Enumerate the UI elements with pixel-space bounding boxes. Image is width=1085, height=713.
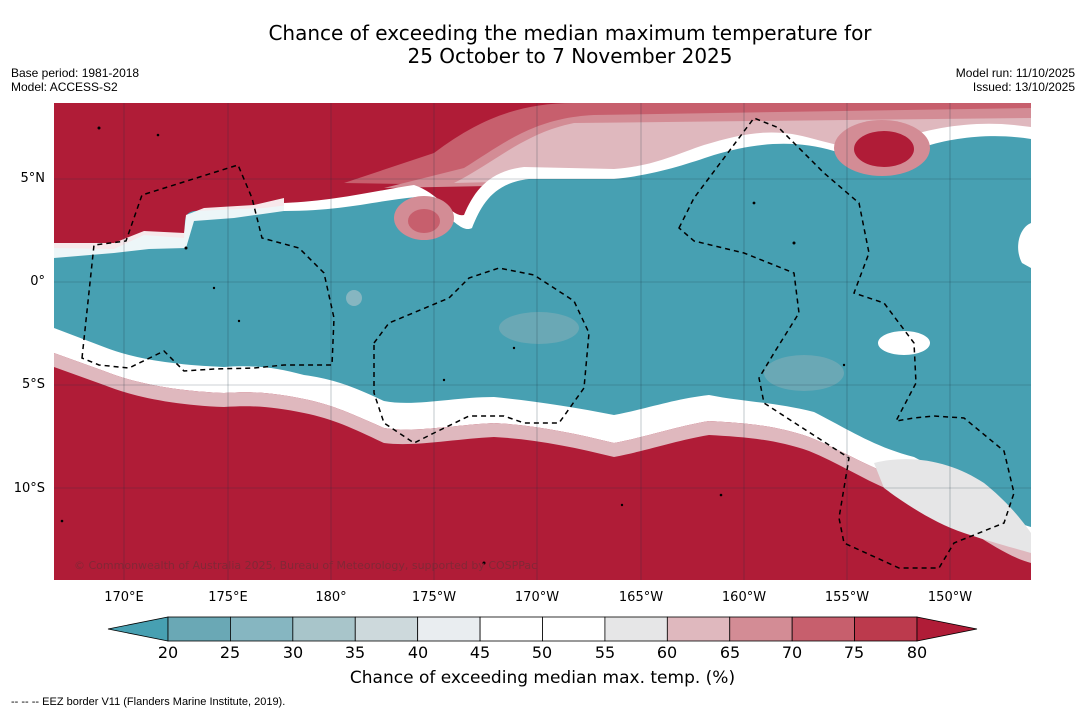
colorbar-segment <box>167 616 231 642</box>
lat-label-10s: 10°S <box>13 481 45 496</box>
colorbar-arrow-high <box>916 616 978 642</box>
metadata-right: Model run: 11/10/2025 Issued: 13/10/2025 <box>956 66 1075 94</box>
eez-kiribati-gilbert <box>81 164 335 372</box>
colorbar-tick: 35 <box>344 643 366 662</box>
eez-phoenix <box>373 267 590 444</box>
colorbar-segment <box>417 616 481 642</box>
lon-label-160w: 160°W <box>721 590 767 605</box>
south-white-band <box>54 328 1031 548</box>
lon-label-165w: 165°W <box>618 590 664 605</box>
island-dot <box>792 241 796 245</box>
central-warm-spot-inner <box>408 209 440 233</box>
colorbar-tick: 70 <box>781 643 803 662</box>
colorbar-segment <box>666 616 731 642</box>
colorbar-tick: 25 <box>219 643 241 662</box>
light-patch-west <box>346 290 362 306</box>
eez-borders <box>81 117 1015 569</box>
nw-white-edge <box>54 198 284 258</box>
colorbar-segment <box>479 616 543 642</box>
map-canvas <box>54 103 1031 580</box>
south-pale-band <box>54 353 1031 563</box>
colorbar-tick: 80 <box>906 643 928 662</box>
colorbar <box>107 616 978 642</box>
light-patch-south-central <box>499 312 579 344</box>
island-dot <box>442 378 446 382</box>
island-dot <box>60 519 64 523</box>
model-run: Model run: 11/10/2025 <box>955 66 1075 80</box>
island-dot <box>842 363 846 367</box>
island-dot <box>482 561 486 565</box>
light-patch-east <box>764 355 844 391</box>
island-dot <box>237 319 241 323</box>
lon-label-170w: 170°W <box>514 590 560 605</box>
colorbar-segment <box>542 616 606 642</box>
island-dot <box>212 286 216 290</box>
probability-map[interactable] <box>54 103 1031 580</box>
lon-label-175e: 175°E <box>208 590 248 605</box>
ne-warm-spot-inner <box>854 131 914 167</box>
colorbar-segment <box>729 616 793 642</box>
colorbar-tick: 75 <box>843 643 865 662</box>
colorbar-tick: 65 <box>719 643 741 662</box>
island-dot <box>752 201 756 205</box>
lat-label-5s: 5°S <box>21 377 45 392</box>
east-edge-white <box>1018 223 1031 268</box>
metadata-left: Base period: 1981-2018 Model: ACCESS-S2 <box>11 66 139 94</box>
island-dot <box>512 346 516 350</box>
colorbar-segment <box>604 616 668 642</box>
island-dot <box>97 126 101 130</box>
colorbar-segment <box>354 616 419 642</box>
colorbar-segment <box>854 616 918 642</box>
white-patch-east <box>878 331 930 355</box>
colorbar-tick: 50 <box>531 643 553 662</box>
island-dot <box>156 133 160 137</box>
colorbar-segment <box>292 616 356 642</box>
colorbar-segment <box>230 616 294 642</box>
eez-border-note: -- -- -- EEZ border V11 (Flanders Marine… <box>11 696 286 708</box>
graticule <box>54 103 1031 580</box>
colorbar-tick: 20 <box>157 643 179 662</box>
lon-label-175w: 175°W <box>411 590 457 605</box>
chart-title-line2: 25 October to 7 November 2025 <box>407 44 733 68</box>
issued-date: Issued: 13/10/2025 <box>972 80 1075 94</box>
lon-label-170e: 170°E <box>104 590 144 605</box>
colorbar-tick: 40 <box>407 643 429 662</box>
colorbar-label: Chance of exceeding median max. temp. (%… <box>349 668 736 688</box>
lon-label-155w: 155°W <box>824 590 870 605</box>
colorbar-tick: 45 <box>469 643 491 662</box>
lon-label-180: 180° <box>315 590 347 605</box>
island-dot <box>620 503 624 507</box>
base-period: Base period: 1981-2018 <box>11 66 140 80</box>
copyright-notice: © Commonwealth of Australia 2025, Bureau… <box>74 559 538 572</box>
colorbar-segment <box>791 616 855 642</box>
lon-label-150w: 150°W <box>927 590 973 605</box>
colorbar-tick: 30 <box>282 643 304 662</box>
islands <box>60 126 846 565</box>
island-dot <box>184 246 188 250</box>
colorbar-arrow-low <box>107 616 169 642</box>
se-light-region <box>874 459 1031 553</box>
colorbar-tick: 55 <box>594 643 616 662</box>
island-dot <box>719 493 723 497</box>
lat-label-0: 0° <box>30 274 45 289</box>
chart-title-line1: Chance of exceeding the median maximum t… <box>268 21 872 45</box>
colorbar-tick: 60 <box>656 643 678 662</box>
model-name: Model: ACCESS-S2 <box>11 80 118 94</box>
lat-label-5n: 5°N <box>20 171 46 186</box>
